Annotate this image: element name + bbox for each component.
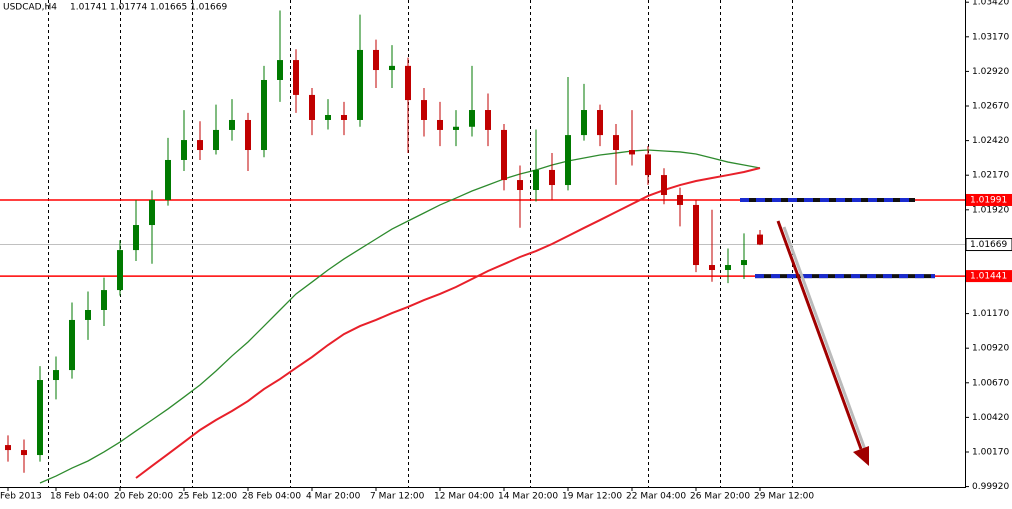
ohlc-value: 1.01741 [70, 3, 107, 13]
candle-body [37, 380, 43, 456]
candle-body [293, 60, 299, 95]
y-tick-label: 1.00670 [972, 378, 1009, 388]
candle-body [645, 154, 651, 176]
candle-body [437, 119, 443, 130]
candle-body [757, 234, 763, 245]
x-tick-label: 28 Feb 04:00 [242, 492, 301, 502]
x-tick-label: 25 Feb 12:00 [178, 492, 237, 502]
x-tick-label: 7 Mar 12:00 [370, 492, 425, 502]
x-tick-label: 12 Mar 04:00 [434, 492, 494, 502]
arrow-shadow [782, 226, 869, 456]
candle-body [197, 140, 203, 151]
x-tick-label: 14 Mar 20:00 [498, 492, 558, 502]
plot-area [0, 0, 965, 487]
moving-average [39, 149, 761, 484]
candle-body [469, 110, 475, 127]
candle-body [597, 110, 603, 136]
candle-body [741, 260, 747, 266]
x-tick-label: 20 Feb 20:00 [114, 492, 173, 502]
candle-body [117, 250, 123, 291]
y-tick-label: 1.02170 [972, 171, 1009, 181]
candle-body [373, 49, 379, 71]
y-tick-label: 1.00170 [972, 447, 1009, 457]
candle-body [517, 180, 523, 191]
x-tick-label: 18 Feb 04:00 [50, 492, 109, 502]
ohlc-value: 1.01665 [150, 3, 187, 13]
ohlc-value: 1.01774 [110, 3, 147, 13]
candle-body [709, 265, 715, 271]
candle-body [181, 140, 187, 160]
candle-body [453, 126, 459, 130]
candle-body [501, 129, 507, 181]
x-tick-label: 4 Mar 20:00 [306, 492, 361, 502]
arrow-line [776, 220, 863, 450]
x-tick-label: 29 Mar 12:00 [754, 492, 814, 502]
candle-body [389, 65, 395, 71]
candle-body [533, 169, 539, 191]
candle-body [85, 309, 91, 320]
moving-average [135, 167, 761, 479]
candle-body [229, 119, 235, 130]
candle-body [485, 110, 491, 130]
ohlc-value: 1.01669 [190, 3, 227, 13]
level-label-box [966, 193, 1012, 206]
candle-body [21, 450, 27, 456]
x-tick-label: 22 Mar 04:00 [626, 492, 686, 502]
arrow-head [853, 446, 869, 466]
y-tick-label: 1.03420 [972, 0, 1009, 8]
forecast-arrow [776, 220, 869, 466]
candle-body [613, 135, 619, 151]
level-label: 1.01991 [970, 195, 1007, 205]
y-tick-label: 1.01920 [972, 205, 1009, 215]
current-price-label: 1.01669 [970, 240, 1007, 250]
current-price-box [965, 238, 1012, 252]
y-tick-label: 1.01170 [972, 309, 1009, 319]
y-tick-label: 1.00920 [972, 344, 1009, 354]
x-tick-label: Feb 2013 [0, 492, 42, 502]
candle-body [5, 445, 11, 451]
candle-body [277, 60, 283, 80]
candle-body [69, 319, 75, 371]
candle-body [53, 370, 59, 381]
y-tick-label: 1.02920 [972, 67, 1009, 77]
candle-body [341, 115, 347, 120]
candle-body [725, 265, 731, 271]
candle-body [549, 169, 555, 186]
candle-body [421, 100, 427, 120]
candle-body [629, 150, 635, 155]
level-label-box [966, 270, 1012, 283]
y-tick-label: 0.99920 [972, 482, 1009, 492]
candle-body [261, 79, 267, 151]
candle-body [357, 49, 363, 120]
chart-title: USDCAD,H4 [3, 3, 57, 13]
candle-body [133, 225, 139, 251]
candle-body [405, 65, 411, 101]
y-tick-label: 1.02420 [972, 136, 1009, 146]
candle-body [309, 94, 315, 120]
y-tick-label: 1.03170 [972, 32, 1009, 42]
candle-body [325, 115, 331, 120]
candle-body [245, 119, 251, 151]
candle-body [149, 199, 155, 226]
candle-body [565, 135, 571, 186]
candle-body [101, 290, 107, 310]
y-tick-label: 1.02670 [972, 102, 1009, 112]
candle-body [581, 110, 587, 136]
candle-body [661, 175, 667, 195]
candle-body [213, 129, 219, 151]
x-tick-label: 19 Mar 12:00 [562, 492, 622, 502]
y-tick-label: 1.00420 [972, 413, 1009, 423]
x-tick-label: 26 Mar 20:00 [690, 492, 750, 502]
candle-body [693, 204, 699, 266]
candle-body [677, 194, 683, 205]
level-label: 1.01441 [970, 272, 1007, 282]
candle-body [165, 159, 171, 200]
